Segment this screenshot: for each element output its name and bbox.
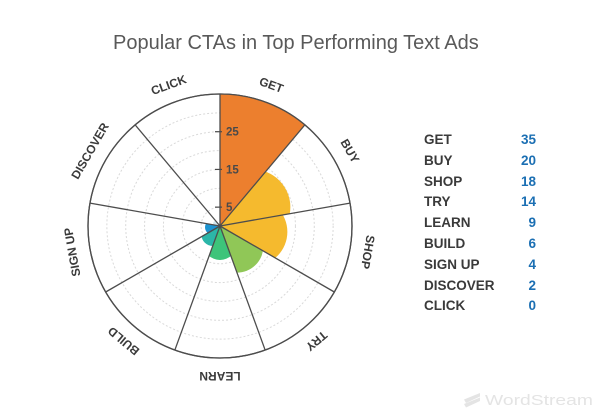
svg-text:DISCOVER: DISCOVER [68, 120, 112, 182]
svg-text:LEARN: LEARN [199, 369, 240, 383]
svg-text:SIGN UP: SIGN UP [61, 227, 83, 278]
svg-text:15: 15 [226, 164, 239, 176]
svg-text:WordStream: WordStream [485, 393, 593, 409]
svg-text:TRY: TRY [303, 328, 330, 354]
svg-text:BUY: BUY [338, 137, 363, 166]
svg-text:SHOP: SHOP [358, 234, 378, 270]
svg-text:GET: GET [257, 74, 286, 96]
svg-text:CLICK: CLICK [149, 72, 189, 98]
svg-text:5: 5 [226, 202, 233, 214]
svg-text:25: 25 [226, 127, 239, 139]
